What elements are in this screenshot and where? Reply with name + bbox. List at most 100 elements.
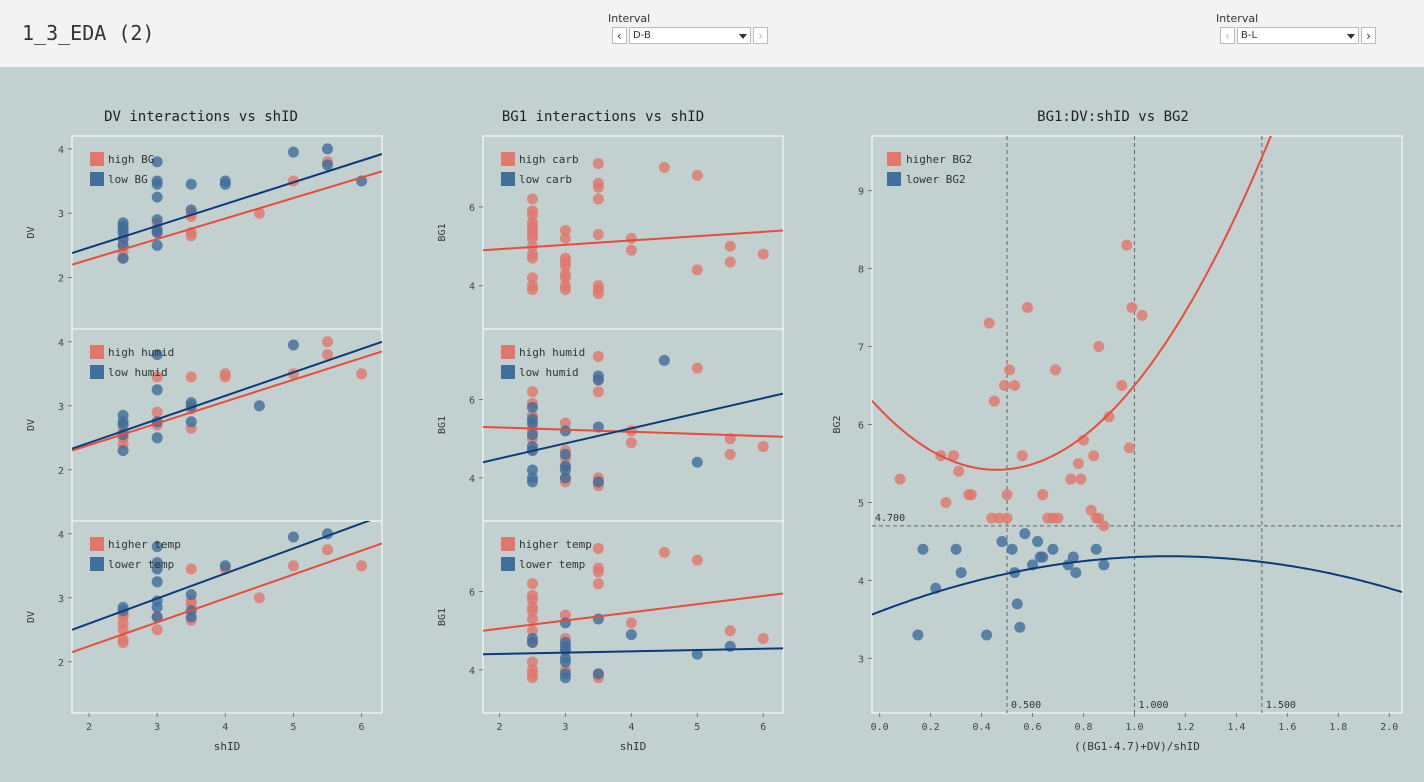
data-point <box>151 175 163 187</box>
interval-1-select[interactable]: D-B <box>629 27 751 44</box>
data-point <box>955 567 967 579</box>
data-point <box>592 386 604 398</box>
data-point <box>592 177 604 189</box>
interval-2-prev-button[interactable]: ‹ <box>1220 27 1235 44</box>
data-point <box>219 175 231 187</box>
plot-area <box>72 143 382 266</box>
reference-vline-label: 1.500 <box>1266 700 1296 711</box>
interval-1-next-button[interactable]: › <box>753 27 768 44</box>
x-tick-label: 5 <box>694 722 700 733</box>
data-point <box>151 384 163 396</box>
data-point <box>185 416 197 428</box>
data-point <box>253 207 265 219</box>
panel-3: 2 3 4 DV higher temp lower temp <box>26 520 383 714</box>
data-point <box>559 268 571 280</box>
data-point <box>592 476 604 488</box>
reference-vline-label: 1.000 <box>1138 700 1168 711</box>
data-point <box>1019 528 1031 540</box>
trend-line <box>72 153 382 255</box>
interval-2-select[interactable]: B-L <box>1237 27 1359 44</box>
interval-2-next-button[interactable]: › <box>1361 27 1376 44</box>
panel-3: 4 6 BG1 higher temp lower temp <box>437 520 784 714</box>
reference-label-bg <box>1262 698 1299 711</box>
data-point <box>526 664 538 676</box>
legend-swatch <box>501 172 515 186</box>
data-point <box>117 445 129 457</box>
data-point <box>526 205 538 217</box>
data-point <box>950 543 962 555</box>
data-point <box>253 400 265 412</box>
data-point <box>592 542 604 554</box>
data-point <box>592 228 604 240</box>
interval-label-2: Interval <box>1216 12 1259 25</box>
chevron-right-icon: › <box>756 28 765 43</box>
data-point <box>917 543 929 555</box>
data-point <box>151 191 163 203</box>
y-tick-label: 2 <box>58 658 64 669</box>
legend-swatch <box>501 365 515 379</box>
x-tick-label: 1.2 <box>1176 722 1194 733</box>
data-point <box>625 437 637 449</box>
data-point <box>526 429 538 441</box>
data-point <box>151 371 163 383</box>
chart-1: DV interactions vs shID 2 3 4 DV high BG low B… <box>26 109 383 753</box>
legend-swatch <box>90 557 104 571</box>
data-point <box>526 656 538 668</box>
data-point <box>151 214 163 226</box>
charts-area: DV interactions vs shID 2 3 4 DV high BG low B… <box>26 109 1403 753</box>
data-point <box>1121 239 1133 251</box>
data-point <box>625 232 637 244</box>
y-tick-label: 5 <box>858 498 864 509</box>
fit-curve <box>872 136 1272 471</box>
data-point <box>999 380 1010 392</box>
data-point <box>965 489 977 501</box>
data-point <box>981 629 993 641</box>
x-tick-label: 3 <box>562 722 568 733</box>
data-point <box>526 401 538 413</box>
data-point <box>526 578 538 590</box>
data-point <box>724 256 736 268</box>
data-point <box>658 546 670 558</box>
x-tick-label: 1.8 <box>1329 722 1347 733</box>
plot-area <box>483 158 783 300</box>
data-point <box>1032 535 1044 547</box>
data-point <box>559 609 571 621</box>
panel-frame <box>482 520 784 714</box>
legend-label: lower BG2 <box>906 173 966 186</box>
y-axis-label: DV <box>26 419 37 431</box>
data-point <box>724 448 736 460</box>
data-point <box>1116 380 1128 392</box>
data-point <box>559 232 571 244</box>
data-point <box>1016 450 1028 462</box>
data-point <box>185 563 197 575</box>
data-point <box>151 432 163 444</box>
trend-line <box>483 647 783 656</box>
data-point <box>1075 473 1087 485</box>
chart-title: BG1 interactions vs shID <box>502 109 704 125</box>
x-tick-label: 0.0 <box>871 722 889 733</box>
data-point <box>691 456 703 468</box>
data-point <box>691 169 703 181</box>
data-point <box>986 512 998 524</box>
y-axis-label: BG2 <box>832 415 843 433</box>
data-point <box>356 560 368 572</box>
y-tick-label: 3 <box>58 594 64 605</box>
y-axis-label: DV <box>26 226 37 238</box>
x-tick-label: 2 <box>496 722 502 733</box>
data-point <box>757 248 769 260</box>
data-point <box>894 473 906 485</box>
interval-1-prev-button[interactable]: ‹ <box>612 27 627 44</box>
x-tick-label: 1.0 <box>1125 722 1143 733</box>
data-point <box>592 280 604 292</box>
data-point <box>559 472 571 484</box>
data-point <box>691 264 703 276</box>
y-tick-label: 4 <box>58 530 64 541</box>
data-point <box>526 248 538 260</box>
panel-frame <box>71 520 383 714</box>
interval-2-value: B-L <box>1241 30 1258 41</box>
data-point <box>1072 457 1084 469</box>
data-point <box>117 633 129 645</box>
data-point <box>625 629 637 641</box>
data-point <box>1103 411 1115 423</box>
data-point <box>185 371 197 383</box>
